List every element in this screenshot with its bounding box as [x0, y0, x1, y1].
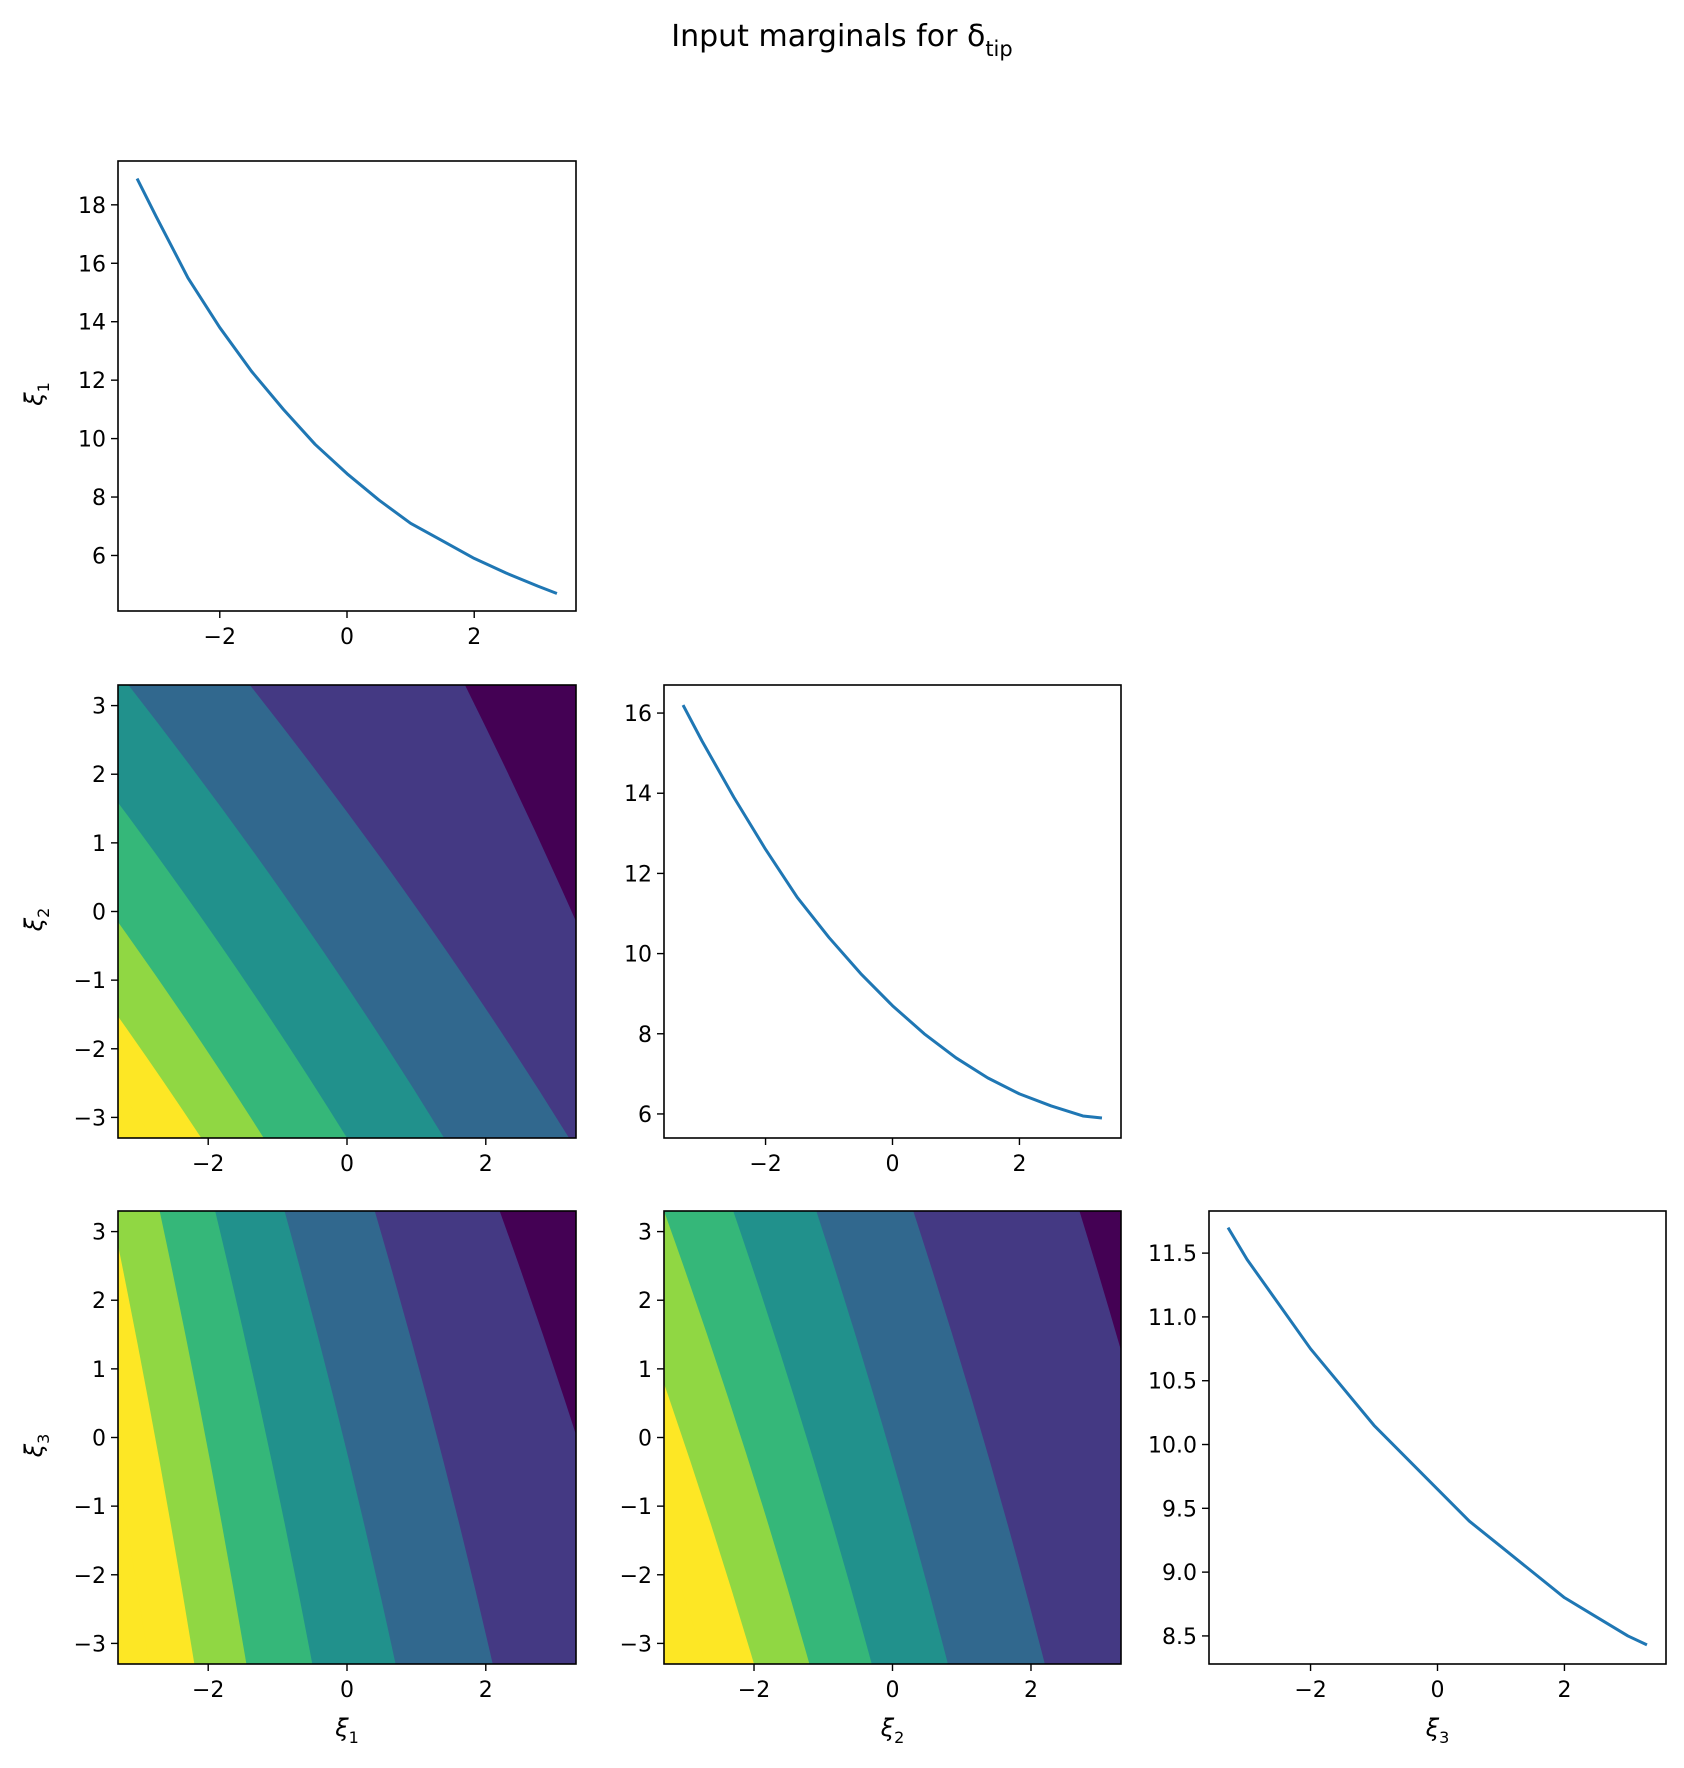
panel-contour-2-ytick-label-0: −3 — [74, 1632, 106, 1657]
panel-contour-3-ytick-label-4: 1 — [638, 1358, 652, 1383]
panel-diag-1-ytick-label-5: 16 — [78, 252, 106, 277]
panel-contour-1-xtick-label-2: 2 — [479, 1152, 493, 1177]
panel-diag-3-frame — [1208, 1210, 1667, 1665]
panel-diag-3-xtick-label-1: 0 — [1431, 1678, 1445, 1703]
panel-contour-3-ytick-label-2: −1 — [620, 1495, 652, 1520]
panel-contour-3-ytick-label-0: −3 — [620, 1632, 652, 1657]
panel-contour-2-xlabel: ξ1 — [334, 1714, 359, 1747]
panel-contour-3-level-6 — [664, 1383, 755, 1664]
panel-diag-3-ytick-label-6: 11.5 — [1148, 1242, 1197, 1267]
panel-contour-3-ytick-label-1: −2 — [620, 1564, 652, 1589]
panel-diag-1-ytick-label-6: 18 — [78, 194, 106, 219]
panel-diag-1-ytick-label-2: 10 — [78, 428, 106, 453]
panel-diag-1-ytick-label-0: 6 — [92, 544, 106, 569]
panel-contour-1-fill-area — [118, 685, 576, 1138]
panel-diag-1-frame — [117, 160, 577, 612]
panel-contour-2-ylabel: ξ3 — [20, 1434, 53, 1459]
figure-title-subscript: tip — [985, 37, 1012, 61]
panel-diag-3-xtick-label-2: 2 — [1557, 1678, 1571, 1703]
panel-contour-1-ytick-label-3: 0 — [92, 901, 106, 926]
panel-contour-2-xtick-label-1: 0 — [340, 1678, 354, 1703]
panel-contour-3-xtick-label-0: −2 — [738, 1678, 770, 1703]
panel-diag-1-ytick-label-3: 12 — [78, 369, 106, 394]
panel-diag-3-ytick-label-0: 8.5 — [1162, 1625, 1197, 1650]
panel-diag-2-ytick-label-0: 6 — [638, 1103, 652, 1128]
panel-contour-3: −2 0 2 −3 −2 −1 0 1 2 3 ξ2 — [620, 1210, 1122, 1747]
panel-diag-1-xtick-label-0: −2 — [204, 625, 236, 650]
panel-diag-1-ylabel: ξ1 — [20, 382, 53, 407]
panel-diag-3-xtick-label-0: −2 — [1294, 1678, 1326, 1703]
panel-contour-2-fill-area — [118, 1211, 576, 1664]
panel-contour-2-level-6 — [118, 1245, 195, 1664]
panel-contour-2-ytick-label-5: 2 — [92, 1289, 106, 1314]
panel-diag-2-xtick-label-1: 0 — [886, 1152, 900, 1177]
panel-contour-2-xtick-label-2: 2 — [479, 1678, 493, 1703]
panel-contour-2-level-7 — [118, 1473, 150, 1664]
panel-diag-2-xtick-label-0: −2 — [749, 1152, 781, 1177]
figure-title: Input marginals for δtip — [671, 19, 1012, 61]
panel-diag-1-xtick-label-2: 2 — [467, 625, 481, 650]
panel-contour-1-xtick-label-0: −2 — [192, 1152, 224, 1177]
panel-contour-3-xtick-label-2: 2 — [1024, 1678, 1038, 1703]
panel-diag-1: −2 0 2 6 8 10 12 14 16 18 ξ1 — [20, 160, 577, 650]
panel-contour-1-level-6 — [118, 1016, 202, 1138]
panel-contour-2-ytick-label-1: −2 — [74, 1564, 106, 1589]
figure-title-main: Input marginals for δ — [671, 19, 985, 54]
panel-contour-1-ytick-label-5: 2 — [92, 763, 106, 788]
panel-diag-2-ytick-label-1: 8 — [638, 1023, 652, 1048]
panel-diag-2-frame — [663, 684, 1122, 1139]
panel-contour-2-xtick-label-0: −2 — [192, 1678, 224, 1703]
panel-contour-2-ytick-label-4: 1 — [92, 1358, 106, 1383]
panel-contour-3-xlabel: ξ2 — [880, 1714, 905, 1747]
panel-diag-2-ytick-label-3: 12 — [624, 862, 652, 887]
panel-contour-1-ytick-label-1: −2 — [74, 1038, 106, 1063]
panel-contour-2-ytick-label-2: −1 — [74, 1495, 106, 1520]
panel-diag-1-xtick-label-1: 0 — [340, 625, 354, 650]
panel-diag-3-ytick-label-2: 9.5 — [1162, 1497, 1197, 1522]
panel-diag-2: −2 0 2 6 8 10 12 14 16 — [624, 684, 1122, 1177]
panel-diag-2-ytick-label-4: 14 — [624, 782, 652, 807]
panel-diag-2-line-series — [681, 704, 1103, 1120]
panel-contour-3-ytick-label-5: 2 — [638, 1289, 652, 1314]
panel-contour-3-level-7 — [664, 1534, 706, 1664]
panel-contour-1-ylabel: ξ2 — [20, 908, 53, 933]
panel-diag-1-line-series — [135, 177, 558, 595]
panel-diag-3-line-series — [1226, 1226, 1648, 1647]
panel-contour-3-fill-area — [664, 1211, 1121, 1664]
panel-contour-2-ytick-label-3: 0 — [92, 1427, 106, 1452]
panel-diag-3-ytick-label-5: 11.0 — [1148, 1306, 1197, 1331]
panel-diag-1-ytick-label-4: 14 — [78, 311, 106, 336]
panel-contour-1-ytick-label-2: −1 — [74, 969, 106, 994]
panel-contour-1: −2 0 2 −3 −2 −1 0 1 2 3 ξ2 — [20, 684, 577, 1177]
panel-contour-1-ytick-label-0: −3 — [74, 1106, 106, 1131]
panel-contour-1-ytick-label-4: 1 — [92, 832, 106, 857]
panel-diag-2-xtick-label-2: 2 — [1012, 1152, 1026, 1177]
panel-contour-1-ytick-label-6: 3 — [92, 695, 106, 720]
panel-contour-2: −2 0 2 −3 −2 −1 0 1 2 3 ξ1 ξ3 — [20, 1210, 577, 1747]
panel-contour-3-ytick-label-3: 0 — [638, 1427, 652, 1452]
panel-contour-3-ytick-label-6: 3 — [638, 1221, 652, 1246]
panel-diag-3-ytick-label-1: 9.0 — [1162, 1561, 1197, 1586]
panel-contour-3-xtick-label-1: 0 — [886, 1678, 900, 1703]
panel-diag-3-xlabel: ξ3 — [1425, 1714, 1450, 1747]
panel-contour-1-level-7 — [118, 1088, 153, 1138]
panel-contour-1-xtick-label-1: 0 — [340, 1152, 354, 1177]
panel-diag-1-ytick-label-1: 8 — [92, 486, 106, 511]
panel-diag-2-ytick-label-2: 10 — [624, 943, 652, 968]
panel-diag-3: −2 0 2 8.5 9.0 9.5 10.0 10.5 11.0 11.5 ξ3 — [1148, 1210, 1667, 1747]
panel-diag-3-ytick-label-3: 10.0 — [1148, 1434, 1197, 1459]
panel-diag-2-ytick-label-5: 16 — [624, 702, 652, 727]
panel-contour-2-ytick-label-6: 3 — [92, 1221, 106, 1246]
panel-diag-3-ytick-label-4: 10.5 — [1148, 1370, 1197, 1395]
